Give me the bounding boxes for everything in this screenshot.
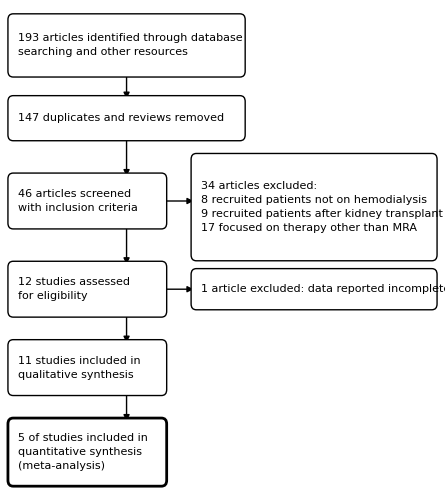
- Text: 46 articles screened
with inclusion criteria: 46 articles screened with inclusion crit…: [17, 189, 138, 213]
- FancyBboxPatch shape: [8, 262, 167, 317]
- FancyBboxPatch shape: [8, 173, 167, 229]
- Text: 193 articles identified through database
searching and other resources: 193 articles identified through database…: [17, 34, 242, 58]
- FancyBboxPatch shape: [8, 96, 245, 140]
- FancyBboxPatch shape: [8, 340, 167, 396]
- FancyBboxPatch shape: [191, 268, 437, 310]
- Text: 11 studies included in
qualitative synthesis: 11 studies included in qualitative synth…: [17, 356, 140, 380]
- Text: 5 of studies included in
quantitative synthesis
(meta-analysis): 5 of studies included in quantitative sy…: [17, 433, 147, 471]
- Text: 147 duplicates and reviews removed: 147 duplicates and reviews removed: [17, 113, 224, 123]
- FancyBboxPatch shape: [8, 418, 167, 486]
- FancyBboxPatch shape: [191, 154, 437, 261]
- Text: 34 articles excluded:
8 recruited patients not on hemodialysis
9 recruited patie: 34 articles excluded: 8 recruited patien…: [201, 181, 443, 233]
- Text: 12 studies assessed
for eligibility: 12 studies assessed for eligibility: [17, 277, 129, 301]
- FancyBboxPatch shape: [8, 14, 245, 77]
- Text: 1 article excluded: data reported incomplete: 1 article excluded: data reported incomp…: [201, 284, 445, 294]
